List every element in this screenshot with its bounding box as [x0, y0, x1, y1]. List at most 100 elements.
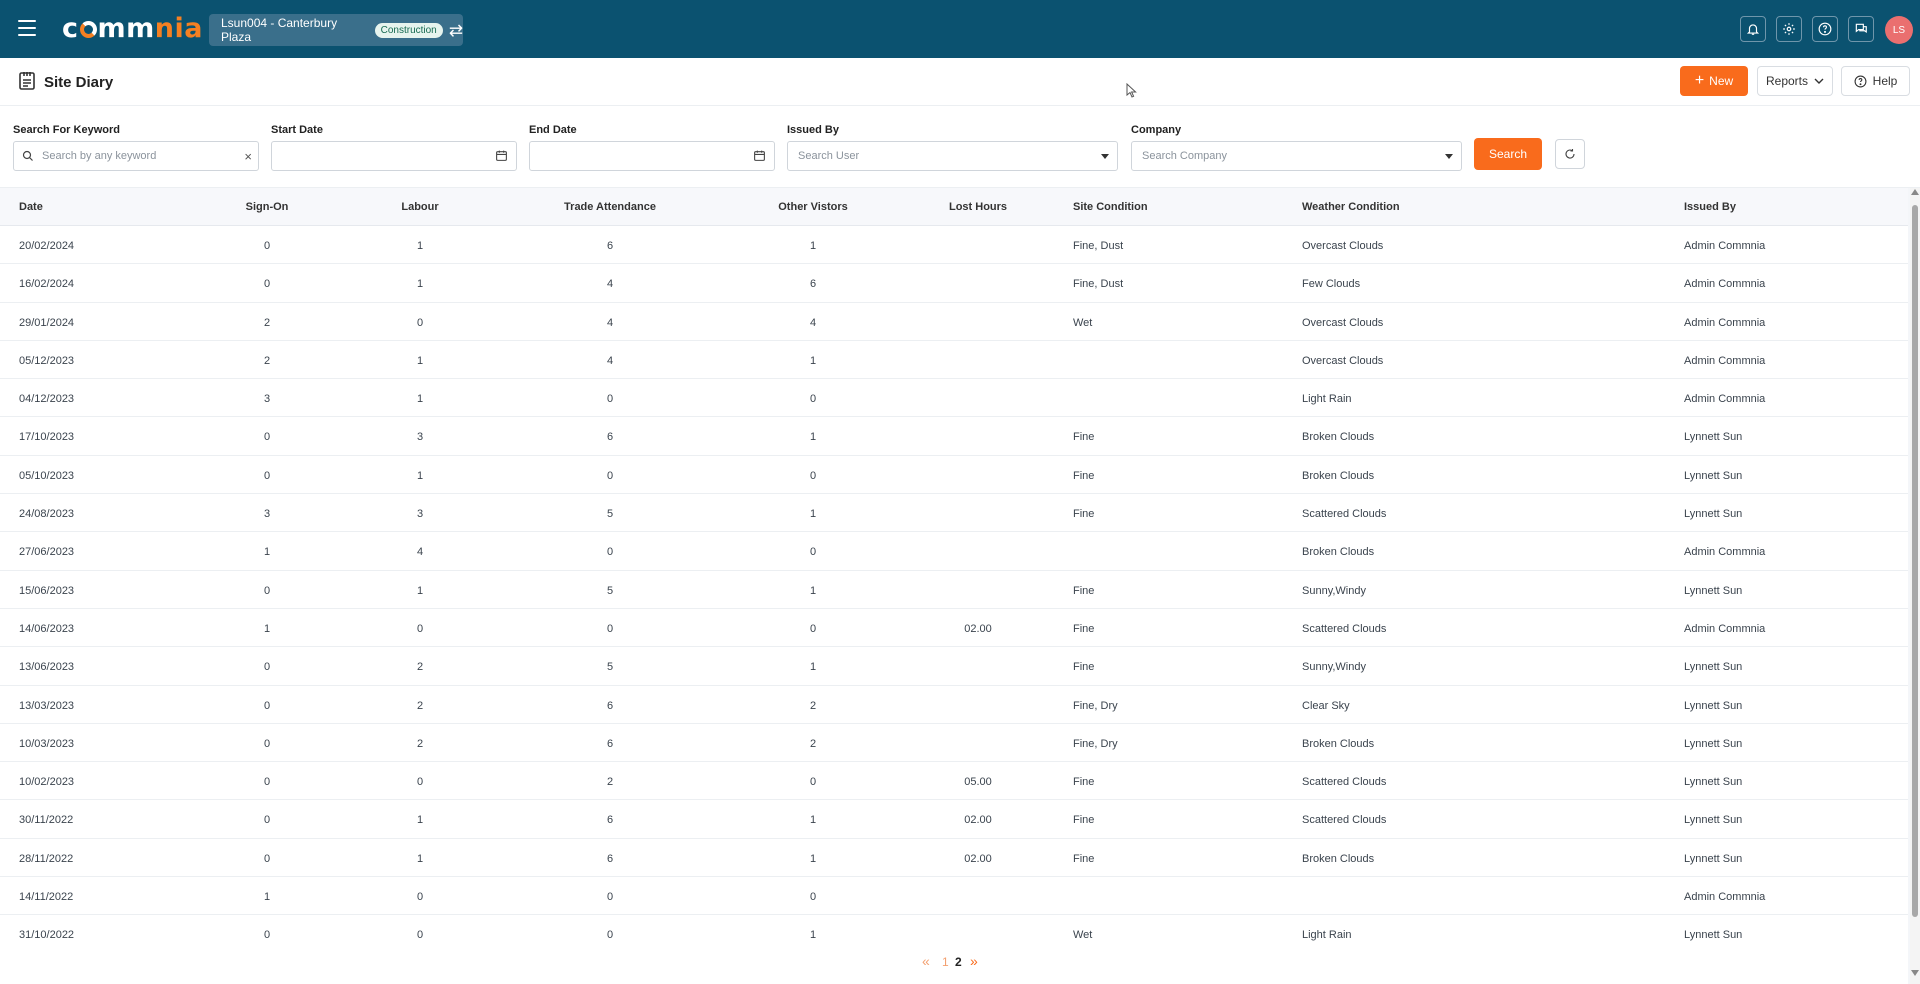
table-row[interactable]: 05/10/2023 0 1 0 0 Fine Broken Clouds Lynnett S…	[0, 456, 1908, 495]
logo[interactable]: c mmnia	[62, 13, 203, 44]
cell-sign-on: 1	[263, 546, 271, 559]
close-icon[interactable]: ×	[244, 149, 252, 164]
scroll-down-arrow[interactable]	[1911, 970, 1919, 976]
cell-other-visitors: 1	[809, 814, 817, 827]
cell-weather-condition: Clear Sky	[1302, 699, 1350, 712]
table-row[interactable]: 30/11/2022 0 1 6 1 02.00 Fine Scattered Clouds L…	[0, 800, 1908, 839]
table-row[interactable]: 20/02/2024 0 1 6 1 Fine, Dust Overcast Clouds A…	[0, 226, 1908, 265]
cell-site-condition: Fine, Dry	[1073, 699, 1118, 712]
cell-labour: 1	[416, 852, 424, 865]
new-button[interactable]: + New	[1680, 66, 1748, 96]
table-row[interactable]: 15/06/2023 0 1 5 1 Fine Sunny,Windy Lynnett Sun	[0, 571, 1908, 609]
cell-date: 05/10/2023	[19, 469, 75, 482]
prev-page-button[interactable]: «	[922, 953, 930, 969]
cell-site-condition: Fine	[1073, 431, 1095, 444]
page-1-button[interactable]: 1	[942, 955, 949, 969]
cell-date: 27/06/2023	[19, 546, 75, 559]
avatar[interactable]: LS	[1885, 16, 1913, 44]
settings-button[interactable]	[1776, 16, 1802, 42]
header-date[interactable]: Date	[19, 201, 43, 213]
notifications-button[interactable]	[1740, 16, 1766, 42]
table-row[interactable]: 10/02/2023 0 0 2 0 05.00 Fine Scattered Clouds L…	[0, 762, 1908, 801]
cell-trade-attendance: 0	[606, 891, 614, 904]
issued-by-label: Issued By	[787, 124, 839, 136]
reset-button[interactable]	[1555, 139, 1585, 169]
table-row[interactable]: 14/06/2023 1 0 0 0 02.00 Fine Scattered Clouds A…	[0, 609, 1908, 648]
table-body: 20/02/2024 0 1 6 1 Fine, Dust Overcast Clouds A…	[0, 226, 1908, 942]
table-row[interactable]: 17/10/2023 0 3 6 1 Fine Broken Clouds Lynnett S…	[0, 417, 1908, 456]
table-row[interactable]: 16/02/2024 0 1 4 6 Fine, Dust Few Clouds Admin …	[0, 264, 1908, 303]
page-2-button[interactable]: 2	[955, 955, 962, 969]
company-select[interactable]: Search Company	[1131, 141, 1462, 171]
table-row[interactable]: 29/01/2024 2 0 4 4 Wet Overcast Clouds Admin Co…	[0, 303, 1908, 341]
header-issued-by[interactable]: Issued By	[1684, 201, 1736, 213]
calendar-icon[interactable]	[753, 149, 766, 162]
scroll-up-arrow[interactable]	[1911, 189, 1919, 195]
cell-labour: 1	[416, 354, 424, 367]
keyword-input[interactable]: Search by any keyword ×	[13, 141, 259, 171]
company-placeholder: Search Company	[1142, 150, 1227, 162]
table-row[interactable]: 14/11/2022 1 0 0 0 Admin Commnia	[0, 877, 1908, 916]
table-row[interactable]: 31/10/2022 0 0 0 1 Wet Light Rain Lynnett Sun	[0, 915, 1908, 942]
cell-date: 13/06/2023	[19, 661, 75, 674]
cell-trade-attendance: 6	[606, 699, 614, 712]
cell-sign-on: 0	[263, 661, 271, 674]
cell-other-visitors: 1	[809, 584, 817, 597]
menu-icon[interactable]	[18, 20, 36, 36]
swap-icon[interactable]: ⇄	[448, 20, 463, 40]
cell-weather-condition: Overcast Clouds	[1302, 316, 1384, 329]
cell-date: 28/11/2022	[19, 852, 74, 865]
header-sign-on[interactable]: Sign-On	[245, 201, 289, 213]
calendar-icon[interactable]	[495, 149, 508, 162]
cell-trade-attendance: 6	[606, 852, 614, 865]
cell-other-visitors: 0	[809, 546, 817, 559]
scrollbar-thumb[interactable]	[1912, 205, 1918, 917]
project-switcher[interactable]: Lsun004 - Canterbury Plaza Construction …	[209, 14, 463, 46]
table-row[interactable]: 13/06/2023 0 2 5 1 Fine Sunny,Windy Lynnett Sun	[0, 647, 1908, 686]
cell-weather-condition: Sunny,Windy	[1302, 661, 1366, 674]
next-page-button[interactable]: »	[970, 953, 978, 969]
reports-dropdown[interactable]: Reports	[1757, 66, 1833, 96]
cell-issued-by: Admin Commnia	[1684, 278, 1766, 291]
table-row[interactable]: 04/12/2023 3 1 0 0 Light Rain Admin Commnia	[0, 379, 1908, 418]
start-date-label: Start Date	[271, 124, 323, 136]
header-labour[interactable]: Labour	[401, 201, 439, 213]
help-button[interactable]: Help	[1841, 66, 1910, 96]
issued-by-select[interactable]: Search User	[787, 141, 1118, 171]
table-row[interactable]: 27/06/2023 1 4 0 0 Broken Clouds Admin Commnia	[0, 532, 1908, 571]
cell-trade-attendance: 2	[606, 776, 614, 789]
cell-weather-condition: Light Rain	[1302, 393, 1352, 406]
table-row[interactable]: 28/11/2022 0 1 6 1 02.00 Fine Broken Clouds Lynn…	[0, 839, 1908, 878]
header-site-condition[interactable]: Site Condition	[1073, 201, 1148, 213]
cell-weather-condition: Light Rain	[1302, 929, 1352, 942]
help-button-top[interactable]	[1812, 16, 1838, 42]
table-row[interactable]: 13/03/2023 0 2 6 2 Fine, Dry Clear Sky Lynnett …	[0, 686, 1908, 724]
header-weather-condition[interactable]: Weather Condition	[1302, 201, 1400, 213]
top-bar: c mmnia Lsun004 - Canterbury Plaza Constr…	[0, 0, 1920, 58]
chat-button[interactable]	[1848, 16, 1874, 42]
cell-sign-on: 0	[263, 431, 271, 444]
search-button[interactable]: Search	[1474, 138, 1542, 170]
cell-trade-attendance: 4	[606, 316, 614, 329]
cell-issued-by: Lynnett Sun	[1684, 508, 1743, 521]
cell-date: 10/03/2023	[19, 737, 75, 750]
table-row[interactable]: 05/12/2023 2 1 4 1 Overcast Clouds Admin Commn…	[0, 341, 1908, 380]
caret-down-icon	[1445, 154, 1453, 159]
cell-weather-condition: Sunny,Windy	[1302, 584, 1366, 597]
cell-other-visitors: 1	[809, 508, 817, 521]
cell-weather-condition: Scattered Clouds	[1302, 814, 1387, 827]
end-date-input[interactable]	[529, 141, 775, 171]
cell-sign-on: 0	[263, 469, 271, 482]
cell-other-visitors: 1	[809, 240, 817, 252]
table-row[interactable]: 10/03/2023 0 2 6 2 Fine, Dry Broken Clouds Lynn…	[0, 724, 1908, 763]
cell-other-visitors: 1	[809, 852, 817, 865]
header-lost-hours[interactable]: Lost Hours	[948, 201, 1008, 213]
cell-trade-attendance: 0	[606, 622, 614, 635]
reset-icon	[1565, 149, 1575, 159]
table-row[interactable]: 24/08/2023 3 3 5 1 Fine Scattered Clouds Lynnet…	[0, 494, 1908, 533]
cell-site-condition: Fine	[1073, 852, 1095, 865]
start-date-input[interactable]	[271, 141, 517, 171]
cell-other-visitors: 2	[809, 699, 817, 712]
header-trade-attendance[interactable]: Trade Attendance	[564, 201, 656, 213]
header-other-visitors[interactable]: Other Vistors	[778, 201, 848, 213]
